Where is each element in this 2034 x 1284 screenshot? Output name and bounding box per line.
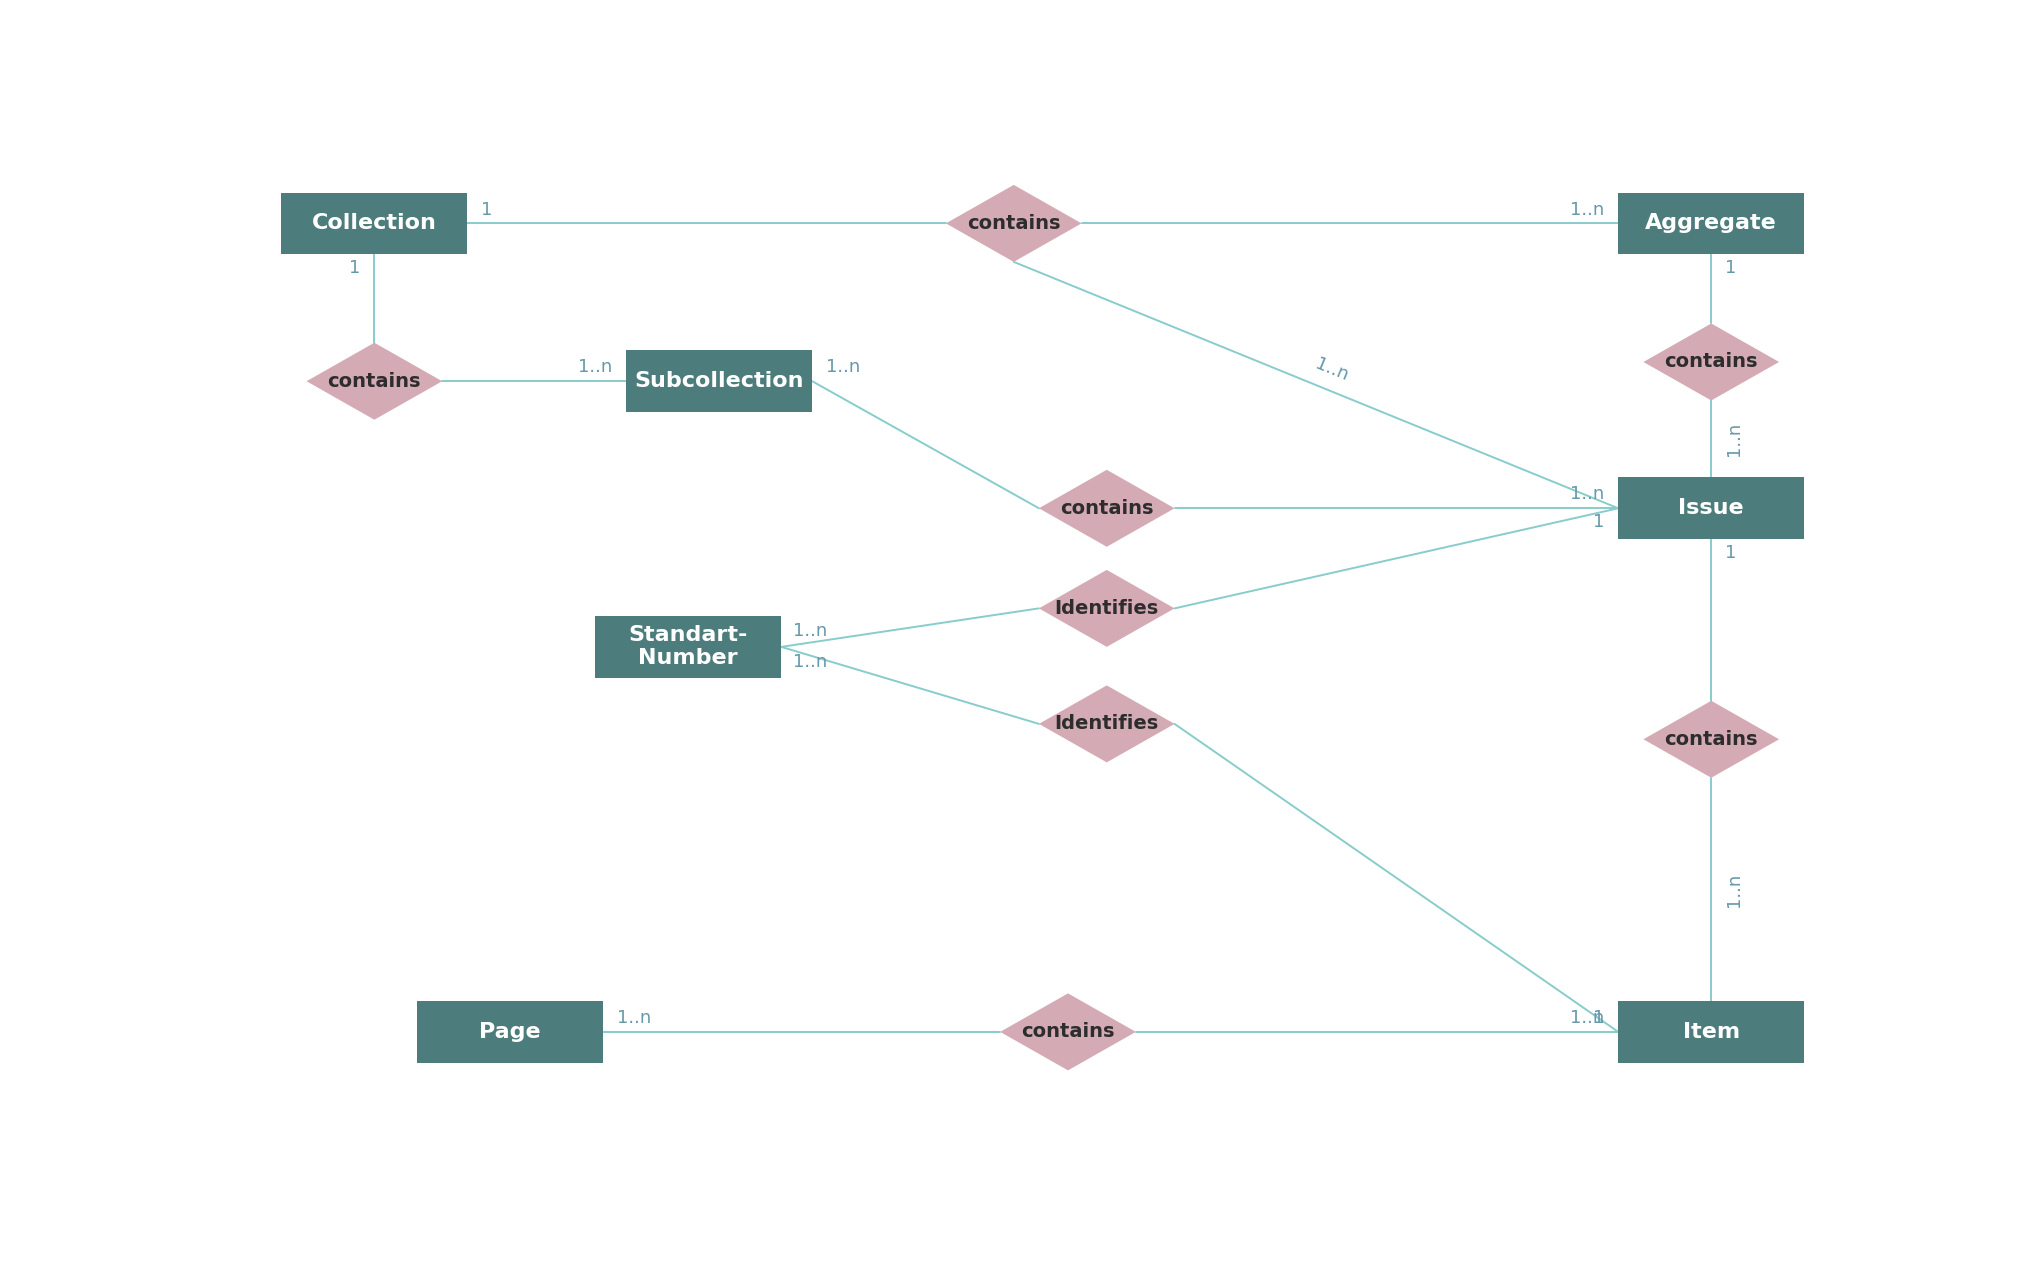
Text: 1..n: 1..n [1570, 1009, 1605, 1027]
Text: 1..n: 1..n [1312, 354, 1351, 384]
Text: 1..n: 1..n [793, 654, 828, 672]
Polygon shape [1039, 470, 1174, 547]
Polygon shape [1039, 570, 1174, 647]
Text: 1..n: 1..n [578, 358, 612, 376]
Text: 1: 1 [1593, 514, 1605, 532]
Text: contains: contains [1060, 498, 1153, 517]
Text: 1..n: 1..n [1570, 200, 1605, 218]
FancyBboxPatch shape [1619, 1002, 1804, 1063]
Text: 1..n: 1..n [793, 623, 828, 641]
Text: contains: contains [1664, 729, 1757, 749]
Polygon shape [1039, 686, 1174, 763]
FancyBboxPatch shape [281, 193, 468, 254]
Text: Collection: Collection [311, 213, 437, 234]
Polygon shape [1643, 324, 1780, 401]
Text: 1..n: 1..n [826, 358, 860, 376]
FancyBboxPatch shape [417, 1002, 602, 1063]
Text: 1..n: 1..n [1725, 872, 1743, 907]
Text: 1..n: 1..n [1570, 485, 1605, 503]
Text: 1: 1 [350, 259, 360, 277]
Polygon shape [946, 185, 1082, 262]
Text: Item: Item [1682, 1022, 1739, 1041]
Text: 1..n: 1..n [1725, 422, 1743, 456]
Text: 1: 1 [482, 200, 492, 218]
Text: contains: contains [966, 214, 1060, 232]
Text: Identifies: Identifies [1054, 714, 1159, 733]
FancyBboxPatch shape [1619, 478, 1804, 539]
Text: 1: 1 [1725, 259, 1737, 277]
Text: Standart-
Number: Standart- Number [629, 625, 749, 669]
Text: 1: 1 [1593, 1009, 1605, 1027]
FancyBboxPatch shape [1619, 193, 1804, 254]
Text: Issue: Issue [1678, 498, 1743, 519]
Text: 1..n: 1..n [616, 1009, 651, 1027]
Polygon shape [1001, 994, 1135, 1071]
Text: Subcollection: Subcollection [635, 371, 803, 392]
Polygon shape [1643, 701, 1780, 778]
FancyBboxPatch shape [596, 616, 781, 678]
Text: contains: contains [1021, 1022, 1115, 1041]
Text: 1: 1 [1725, 544, 1737, 562]
Text: Identifies: Identifies [1054, 598, 1159, 618]
Text: Aggregate: Aggregate [1646, 213, 1778, 234]
Text: contains: contains [327, 372, 421, 390]
Polygon shape [307, 343, 441, 420]
Text: Page: Page [480, 1022, 541, 1041]
FancyBboxPatch shape [626, 351, 812, 412]
Text: contains: contains [1664, 353, 1757, 371]
